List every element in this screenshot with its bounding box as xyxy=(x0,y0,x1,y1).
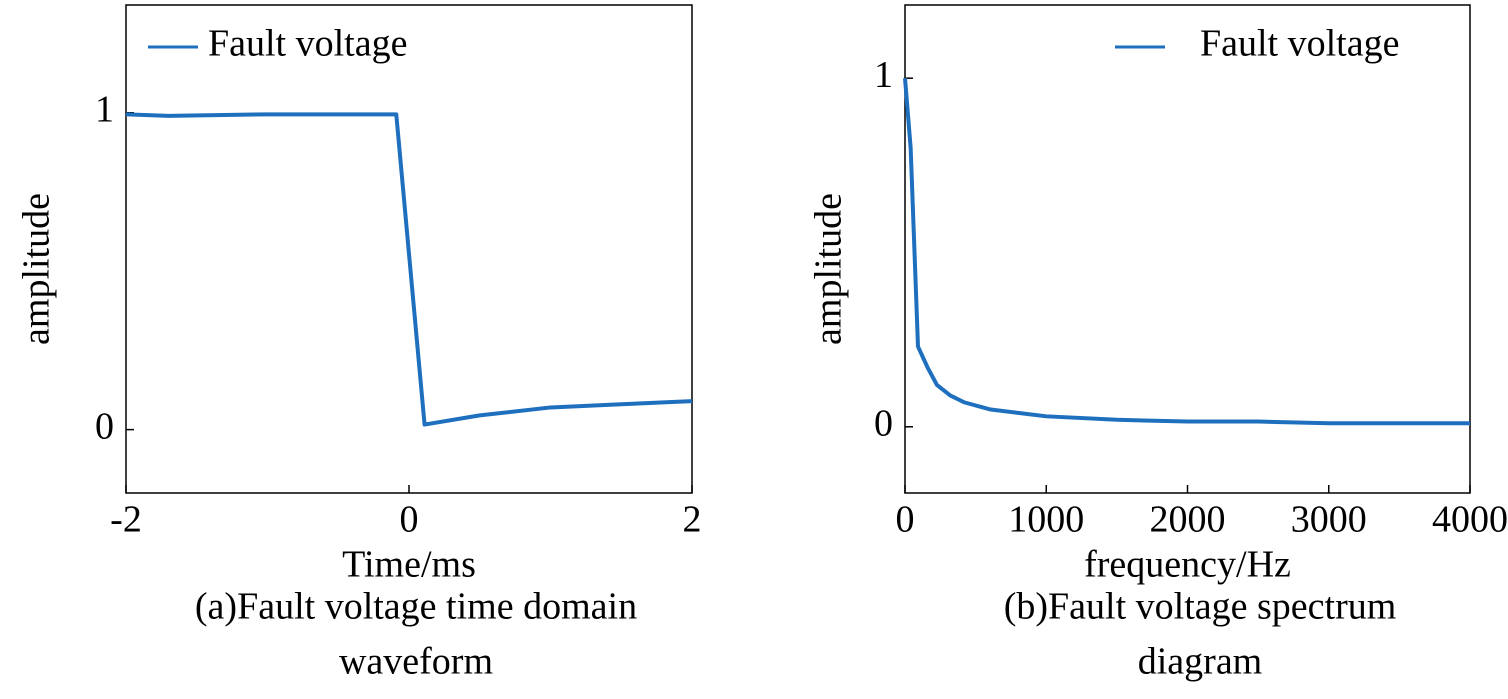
x-tick-label: 2000 xyxy=(1150,499,1226,541)
y-tick-label: 1 xyxy=(874,54,893,96)
x-tick-label: -2 xyxy=(110,499,142,541)
x-axis-label: frequency/Hz xyxy=(1084,544,1291,586)
data-line xyxy=(903,78,1470,426)
legend-label: Fault voltage xyxy=(1200,23,1399,65)
data-line xyxy=(125,112,693,427)
caption: waveform xyxy=(339,641,493,683)
x-axis-label: Time/ms xyxy=(342,544,476,586)
caption: (b)Fault voltage spectrum xyxy=(1004,586,1397,628)
y-axis-label: amplitude xyxy=(16,193,58,345)
y-tick-label: 0 xyxy=(95,405,114,447)
caption: diagram xyxy=(1138,641,1263,683)
x-tick-label: 4000 xyxy=(1432,499,1508,541)
legend-label: Fault voltage xyxy=(208,23,407,65)
caption: (a)Fault voltage time domain xyxy=(195,586,637,628)
y-axis-label: amplitude xyxy=(808,193,850,345)
x-tick-label: 0 xyxy=(400,499,419,541)
x-tick-label: 2 xyxy=(683,499,702,541)
y-tick-label: 0 xyxy=(874,402,893,444)
x-tick-label: 1000 xyxy=(1008,499,1084,541)
x-tick-label: 3000 xyxy=(1291,499,1367,541)
y-tick-label: 1 xyxy=(95,88,114,130)
x-tick-label: 0 xyxy=(896,499,915,541)
